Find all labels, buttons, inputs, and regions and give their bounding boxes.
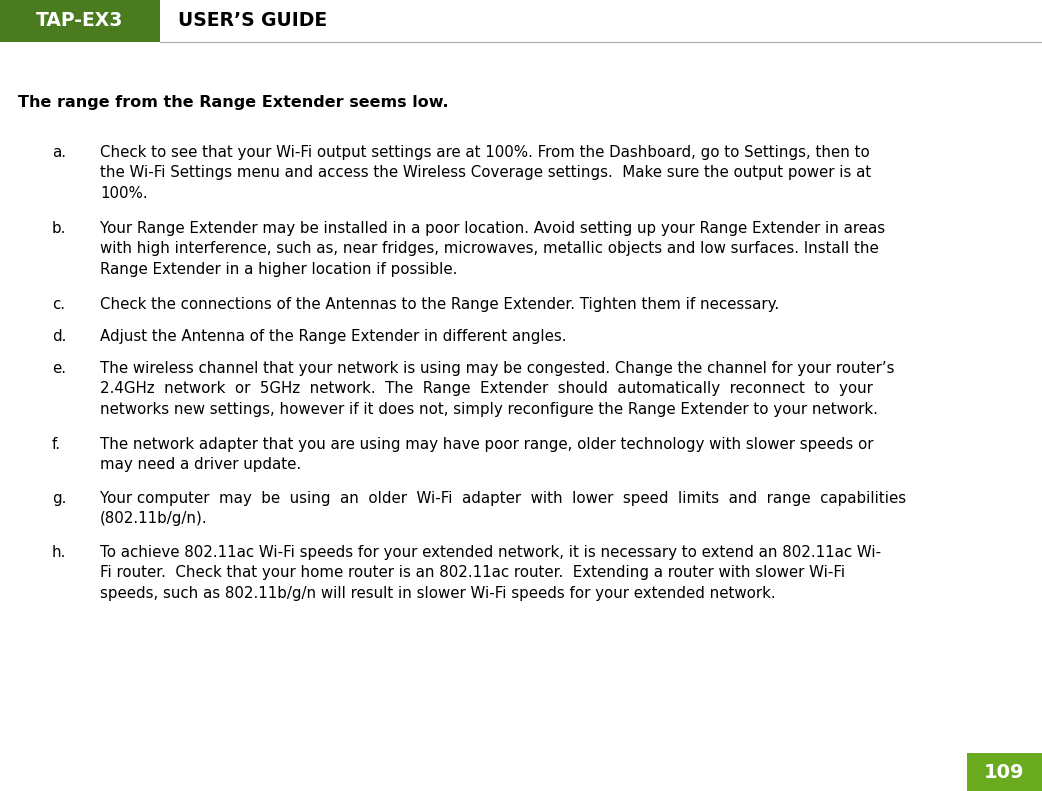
Text: To achieve 802.11ac Wi-Fi speeds for your extended network, it is necessary to e: To achieve 802.11ac Wi-Fi speeds for you… <box>100 545 882 601</box>
Text: The wireless channel that your network is using may be congested. Change the cha: The wireless channel that your network i… <box>100 361 894 417</box>
Text: TAP-EX3: TAP-EX3 <box>36 12 124 31</box>
Text: b.: b. <box>52 221 67 236</box>
Text: f.: f. <box>52 437 61 452</box>
Text: The range from the Range Extender seems low.: The range from the Range Extender seems … <box>18 95 449 110</box>
Text: Your computer  may  be  using  an  older  Wi-Fi  adapter  with  lower  speed  li: Your computer may be using an older Wi-F… <box>100 491 907 526</box>
Text: Your Range Extender may be installed in a poor location. Avoid setting up your R: Your Range Extender may be installed in … <box>100 221 885 277</box>
Bar <box>967 753 1042 791</box>
Text: USER’S GUIDE: USER’S GUIDE <box>178 12 327 31</box>
Text: Check to see that your Wi-Fi output settings are at 100%. From the Dashboard, go: Check to see that your Wi-Fi output sett… <box>100 145 871 201</box>
Text: c.: c. <box>52 297 65 312</box>
Text: Check the connections of the Antennas to the Range Extender. Tighten them if nec: Check the connections of the Antennas to… <box>100 297 779 312</box>
Text: g.: g. <box>52 491 67 506</box>
Text: Adjust the Antenna of the Range Extender in different angles.: Adjust the Antenna of the Range Extender… <box>100 329 567 344</box>
Text: 109: 109 <box>985 763 1024 782</box>
Text: e.: e. <box>52 361 66 376</box>
Bar <box>160 0 1042 42</box>
Text: h.: h. <box>52 545 67 560</box>
Bar <box>0 0 1042 42</box>
Text: a.: a. <box>52 145 66 160</box>
Text: d.: d. <box>52 329 67 344</box>
Text: The network adapter that you are using may have poor range, older technology wit: The network adapter that you are using m… <box>100 437 873 472</box>
